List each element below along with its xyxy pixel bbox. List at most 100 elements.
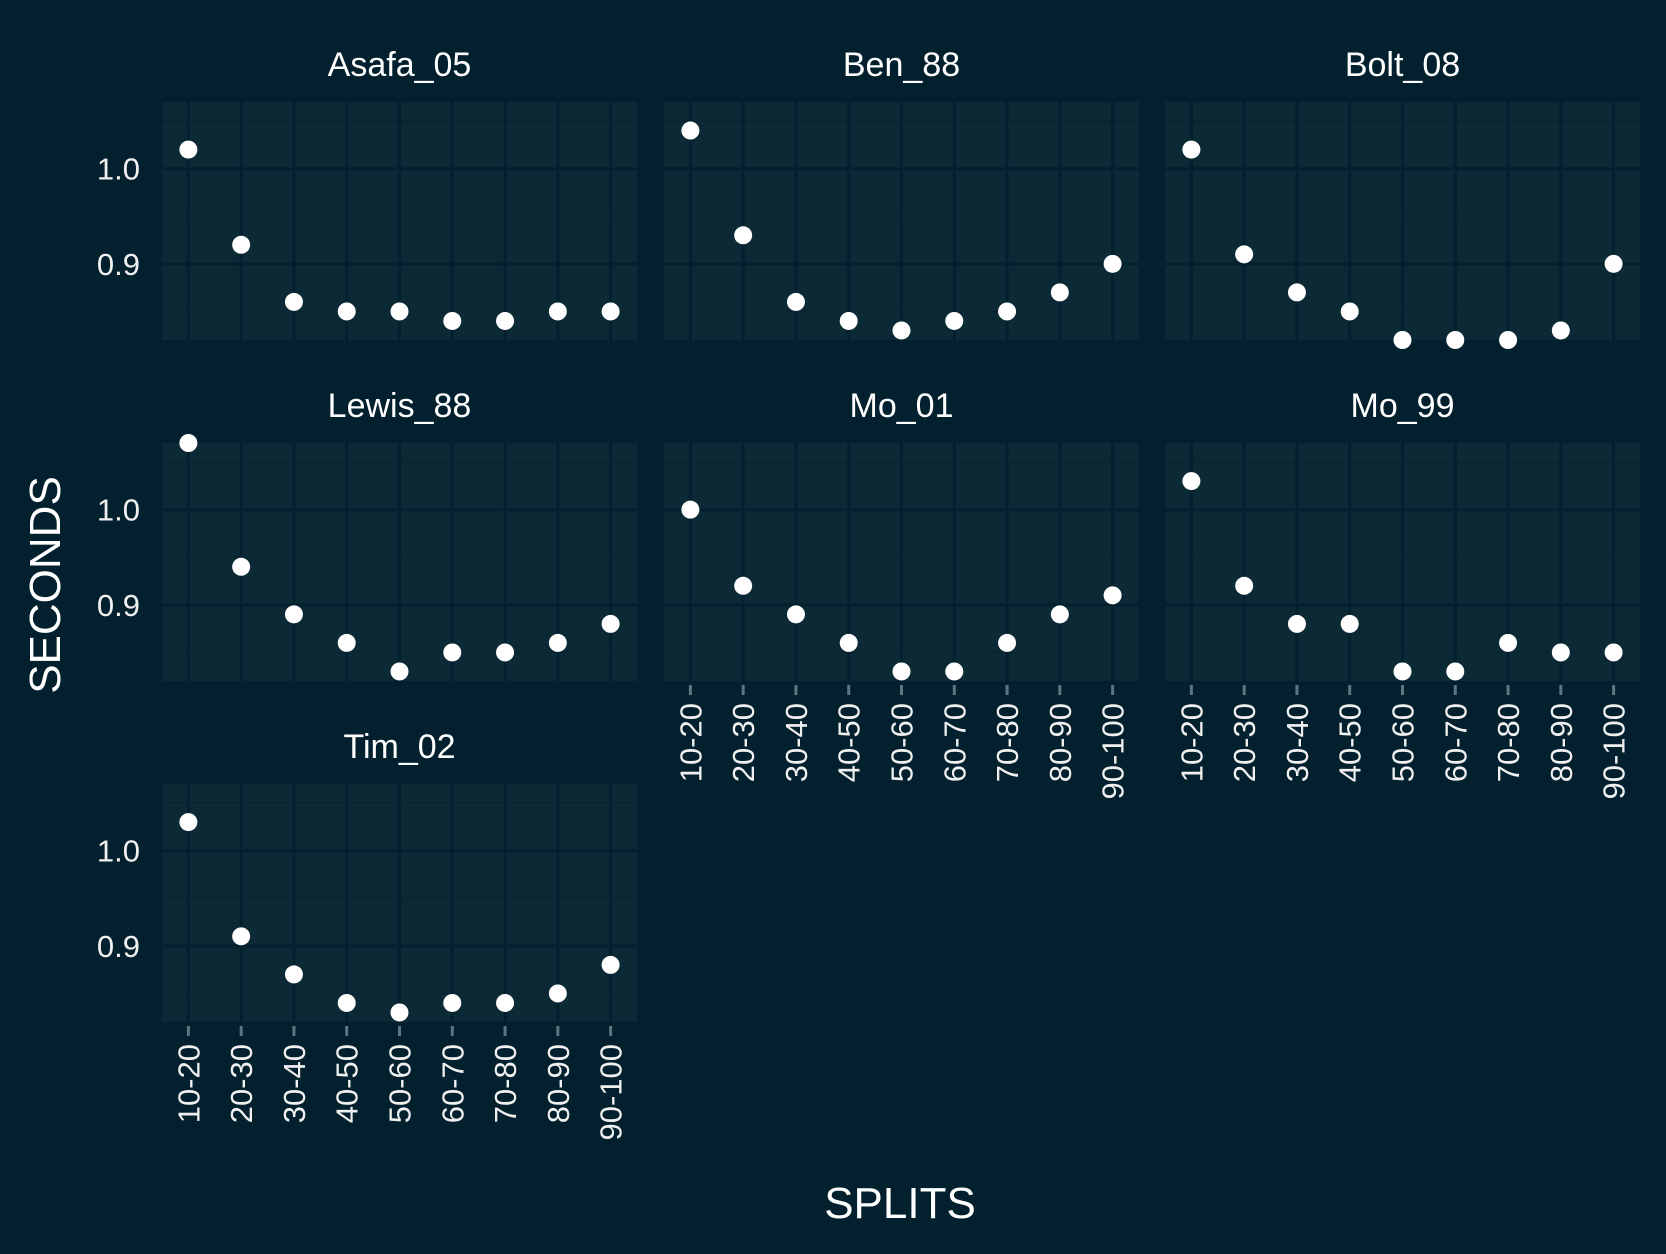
data-point [443, 643, 462, 662]
data-point [548, 633, 567, 652]
data-point [179, 140, 198, 159]
facet-title: Asafa_05 [328, 46, 472, 84]
data-point [337, 302, 356, 321]
y-axis-label: SECONDS [21, 476, 70, 694]
x-tick-label: 20-30 [726, 703, 761, 782]
y-tick-label: 1.0 [97, 152, 140, 187]
data-point [1551, 321, 1570, 340]
data-point [839, 311, 858, 330]
x-tick-label: 90-100 [594, 1044, 629, 1141]
data-point [284, 965, 303, 984]
data-point [232, 235, 251, 254]
facet-title: Tim_02 [343, 728, 455, 766]
x-tick-label: 30-40 [277, 1044, 312, 1123]
data-point [601, 614, 620, 633]
data-point [998, 633, 1017, 652]
data-point [232, 557, 251, 576]
data-point [1235, 576, 1254, 595]
data-point [337, 993, 356, 1012]
facet-panel: Mo_99 10-20 20-30 30-40 40-50 50-60 60-70 70-80… [1165, 387, 1640, 800]
facet-title: Ben_88 [843, 46, 960, 84]
data-point [1499, 633, 1518, 652]
data-point [1340, 614, 1359, 633]
data-point [892, 321, 911, 340]
data-point [232, 927, 251, 946]
data-point [1604, 643, 1623, 662]
x-tick-label: 20-30 [1227, 703, 1262, 782]
x-tick-label: 10-20 [1174, 703, 1209, 782]
facet-panel: Mo_01 10-20 20-30 30-40 40-50 50-60 60-70 70-80… [664, 387, 1139, 800]
data-point [1551, 643, 1570, 662]
data-point [179, 434, 198, 452]
x-tick-label: 60-70 [435, 1044, 470, 1123]
data-point [601, 955, 620, 974]
x-axis-label: SPLITS [824, 1179, 976, 1228]
data-point [1446, 662, 1465, 681]
data-point [1604, 254, 1623, 273]
x-tick-label: 10-20 [171, 1044, 206, 1123]
data-point [1235, 245, 1254, 264]
x-tick-label: 50-60 [1386, 703, 1421, 782]
data-point [1446, 331, 1465, 349]
data-point [390, 302, 409, 321]
data-point [1287, 283, 1306, 302]
data-point [1393, 331, 1412, 349]
x-tick-label: 70-80 [488, 1044, 523, 1123]
data-point [1103, 586, 1122, 605]
data-point [1287, 614, 1306, 633]
data-point [496, 993, 515, 1012]
data-point [786, 292, 805, 311]
x-tick-label: 50-60 [383, 1044, 418, 1123]
data-point [390, 662, 409, 681]
data-point [284, 605, 303, 624]
x-tick-label: 40-50 [330, 1044, 365, 1123]
data-point [337, 633, 356, 652]
data-point [496, 311, 515, 330]
x-tick-label: 50-60 [885, 703, 920, 782]
y-tick-label: 1.0 [97, 834, 140, 869]
data-point [496, 643, 515, 662]
facet-panel: Asafa_05 0.9 1.0 [97, 46, 637, 340]
data-point [443, 311, 462, 330]
data-point [681, 121, 700, 140]
x-tick-label: 40-50 [832, 703, 867, 782]
x-tick-label: 30-40 [779, 703, 814, 782]
data-point [734, 226, 753, 245]
x-tick-label: 70-80 [990, 703, 1025, 782]
data-point [681, 500, 700, 519]
data-point [548, 984, 567, 1003]
data-point [1499, 331, 1518, 349]
data-point [839, 633, 858, 652]
x-tick-label: 70-80 [1491, 703, 1526, 782]
facet-panel: Lewis_88 0.9 1.0 [97, 387, 637, 681]
x-tick-label: 30-40 [1280, 703, 1315, 782]
y-tick-label: 0.9 [97, 588, 140, 623]
data-point [945, 311, 964, 330]
data-point [998, 302, 1017, 321]
data-point [1050, 283, 1069, 302]
x-tick-label: 80-90 [1544, 703, 1579, 782]
facet-title: Mo_99 [1351, 387, 1455, 425]
data-point [1050, 605, 1069, 624]
data-point [1103, 254, 1122, 273]
data-point [284, 292, 303, 311]
x-tick-label: 90-100 [1597, 703, 1632, 800]
data-point [179, 813, 198, 832]
x-tick-label: 80-90 [1043, 703, 1078, 782]
x-tick-label: 20-30 [224, 1044, 259, 1123]
x-tick-label: 80-90 [541, 1044, 576, 1123]
facet-title: Bolt_08 [1345, 46, 1460, 84]
x-tick-label: 10-20 [673, 703, 708, 782]
facet-panels: Asafa_05 0.9 1.0 Ben_88 Bolt_08 Lewis_88 0.9 1.… [97, 46, 1640, 1141]
data-point [601, 302, 620, 321]
facet-panel: Bolt_08 [1165, 46, 1640, 349]
x-tick-label: 60-70 [1438, 703, 1473, 782]
facet-title: Mo_01 [850, 387, 954, 425]
data-point [945, 662, 964, 681]
data-point [1182, 140, 1201, 159]
data-point [1393, 662, 1412, 681]
data-point [390, 1003, 409, 1022]
x-tick-label: 40-50 [1333, 703, 1368, 782]
data-point [734, 576, 753, 595]
